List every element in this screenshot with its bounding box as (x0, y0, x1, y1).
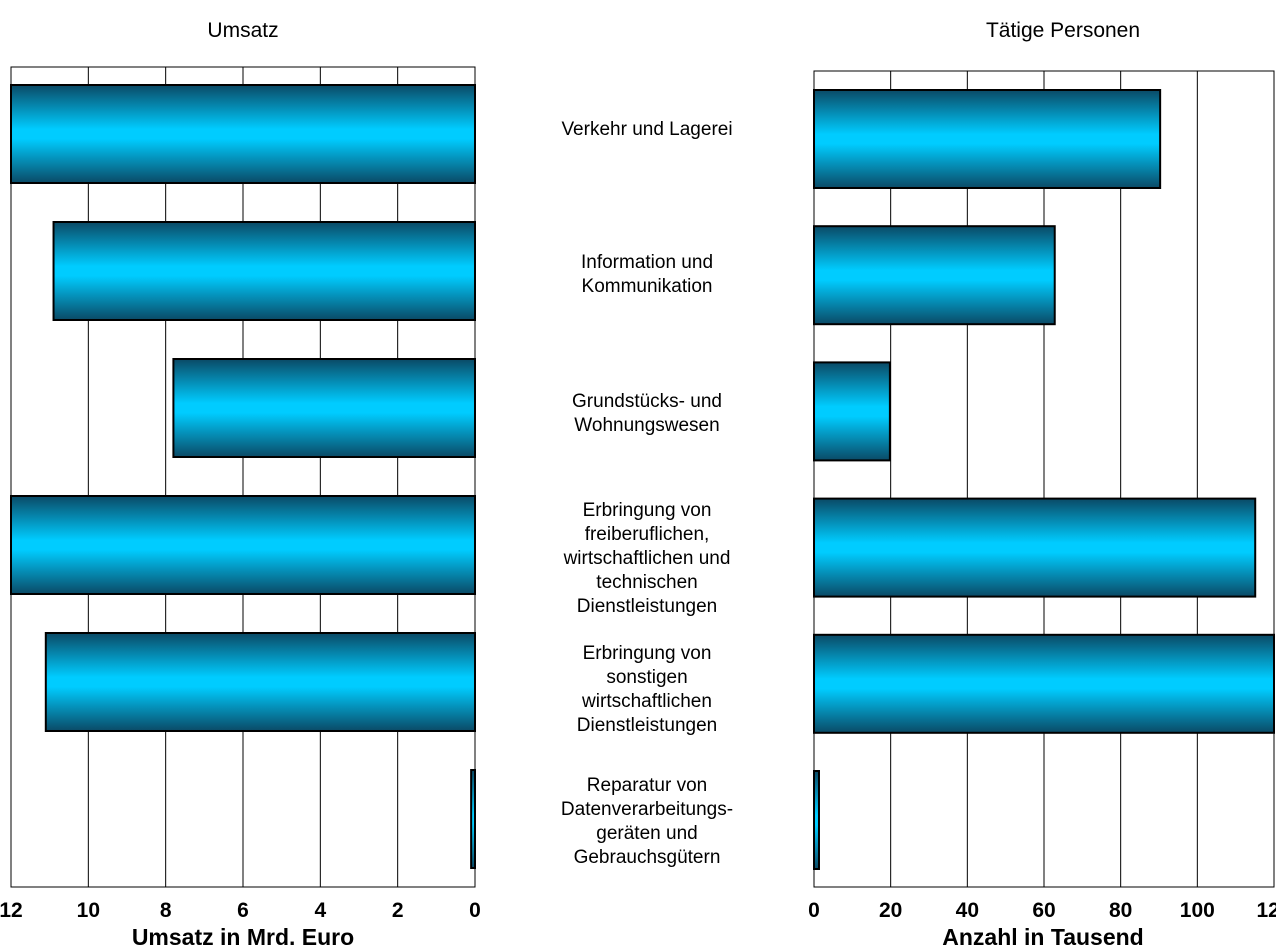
umsatz-tick-label: 8 (160, 899, 172, 922)
personen-bar-3 (813, 361, 891, 462)
category-label-6: geräten und (596, 823, 697, 844)
category-label-5: sonstigen (606, 667, 687, 688)
category-label-3: Grundstücks- und (572, 391, 722, 412)
category-label-5: wirtschaftlichen (581, 691, 712, 712)
umsatz-bar-3 (172, 358, 476, 458)
category-label-6: Datenverarbeitungs- (561, 799, 733, 820)
category-label-2: Information und (581, 252, 713, 273)
personen-bar-1 (813, 89, 1162, 189)
category-label-6: Reparatur von (587, 775, 707, 796)
personen-bar-4 (813, 497, 1257, 598)
personen-tick-label: 120 (1256, 899, 1276, 922)
personen-bar-6 (813, 770, 820, 870)
umsatz-title: Umsatz (207, 19, 278, 42)
umsatz-bar-2 (52, 221, 477, 321)
umsatz-bar-5 (44, 632, 477, 732)
category-label-6: Gebrauchsgütern (574, 847, 721, 868)
category-label-4: Dienstleistungen (577, 596, 717, 617)
category-label-5: Dienstleistungen (577, 715, 717, 736)
personen-tick-label: 20 (879, 899, 902, 922)
umsatz-tick-label: 2 (392, 899, 404, 922)
category-label-5: Erbringung von (583, 643, 712, 664)
personen-tick-label: 80 (1109, 899, 1132, 922)
category-label-2: Kommunikation (582, 276, 713, 297)
umsatz-tick-label: 4 (314, 899, 326, 922)
umsatz-tick-label: 12 (0, 899, 23, 922)
umsatz-bar-6 (470, 769, 476, 869)
personen-tick-label: 60 (1032, 899, 1055, 922)
category-label-1: Verkehr und Lagerei (561, 119, 732, 140)
personen-axis-label: Anzahl in Tausend (942, 924, 1143, 950)
umsatz-bar-4 (10, 495, 476, 595)
category-label-4: freiberuflichen, (585, 524, 710, 545)
personen-tick-label: 0 (808, 899, 820, 922)
category-label-4: technischen (596, 572, 697, 593)
personen-bar-5 (813, 633, 1275, 734)
category-label-4: Erbringung von (583, 500, 712, 521)
personen-tick-label: 40 (956, 899, 979, 922)
category-label-4: wirtschaftlichen und (563, 548, 731, 569)
umsatz-bar-1 (10, 84, 476, 184)
category-label-3: Wohnungswesen (574, 415, 719, 436)
umsatz-tick-label: 6 (237, 899, 249, 922)
umsatz-tick-label: 0 (469, 899, 481, 922)
personen-title: Tätige Personen (986, 19, 1140, 42)
umsatz-axis-label: Umsatz in Mrd. Euro (132, 924, 354, 950)
personen-bar-2 (813, 225, 1056, 326)
personen-tick-label: 100 (1180, 899, 1215, 922)
umsatz-tick-label: 10 (77, 899, 100, 922)
